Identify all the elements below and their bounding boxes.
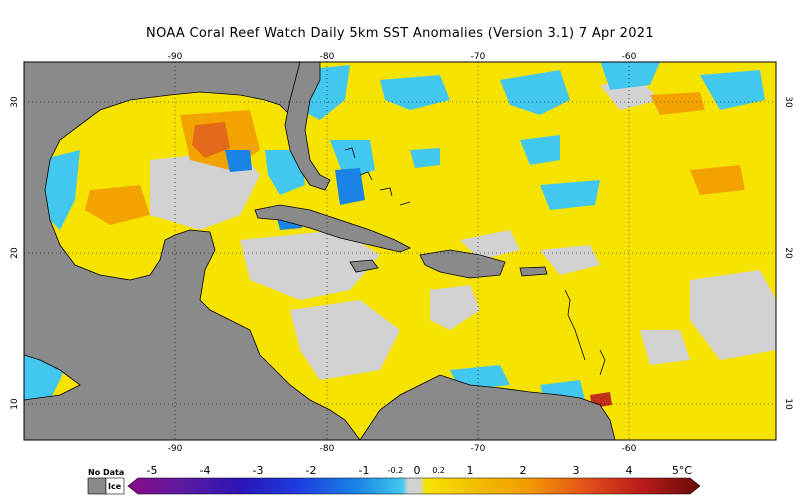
- colorbar-tick-1: -4: [200, 464, 211, 477]
- islands: [344, 147, 606, 376]
- land-masses: [24, 62, 616, 440]
- colorbar-tick-4: -1: [359, 464, 370, 477]
- hot-patch: [192, 122, 230, 158]
- colorbar-tick-12: 5°C: [672, 464, 692, 477]
- colorbar-tick-10: 3: [573, 464, 580, 477]
- map-border: [23, 61, 777, 441]
- colorbar-tick-6: 0: [414, 464, 421, 477]
- lat-tick-right-1: 30: [783, 96, 793, 108]
- colorbar-tick-7: 0.2: [432, 466, 445, 475]
- lon-tick-bottom-1: -90: [168, 444, 183, 454]
- map-area: [24, 62, 776, 440]
- lat-tick-left-1: 30: [10, 96, 20, 108]
- colorbar-tick-5: -0.2: [388, 466, 404, 475]
- ice-label: Ice: [108, 482, 122, 491]
- colorbar-tick-9: 2: [520, 464, 527, 477]
- colorbar-tick-0: -5: [147, 464, 158, 477]
- no-data-swatch: [87, 477, 107, 495]
- colorbar: [127, 477, 701, 495]
- map-title: NOAA Coral Reef Watch Daily 5km SST Anom…: [146, 26, 654, 41]
- lon-tick-top-4: -60: [622, 52, 637, 62]
- lon-tick-bottom-3: -70: [471, 444, 486, 454]
- ice-swatch: [105, 477, 125, 495]
- lat-tick-left-3: 10: [10, 398, 20, 410]
- colorbar-tick-8: 1: [467, 464, 474, 477]
- colorbar-tick-3: -2: [306, 464, 317, 477]
- lon-tick-top-1: -90: [168, 52, 183, 62]
- no-data-label: No Data: [88, 468, 125, 477]
- colorbar-tick-2: -3: [253, 464, 264, 477]
- lon-tick-bottom-2: -80: [320, 444, 335, 454]
- colorbar-tick-11: 4: [626, 464, 633, 477]
- lon-tick-top-3: -70: [471, 52, 486, 62]
- gridlines: [24, 62, 776, 440]
- lon-tick-top-2: -80: [320, 52, 335, 62]
- lon-tick-bottom-4: -60: [622, 444, 637, 454]
- lat-tick-left-2: 20: [10, 247, 20, 259]
- colorbar-ticks: -5 -4 -3 -2 -1 -0.2 0 0.2 1 2 3 4 5°C: [147, 464, 693, 477]
- lat-tick-right-2: 20: [783, 247, 793, 259]
- lat-tick-right-3: 10: [783, 398, 793, 410]
